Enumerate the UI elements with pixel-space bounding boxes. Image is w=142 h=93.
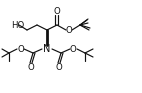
Text: O: O (28, 62, 34, 72)
Text: O: O (66, 25, 72, 35)
Text: N: N (43, 44, 51, 54)
Text: O: O (54, 7, 60, 16)
Text: O: O (18, 44, 24, 53)
Text: O: O (70, 44, 76, 53)
Text: O: O (56, 62, 62, 72)
Text: HO: HO (11, 20, 24, 29)
